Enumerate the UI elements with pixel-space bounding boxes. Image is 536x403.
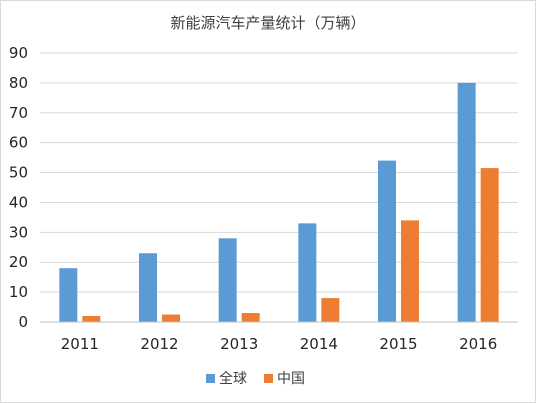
bar-global-2014	[298, 223, 317, 322]
x-tick-label: 2014	[300, 335, 338, 353]
bar-china-2011	[82, 316, 101, 322]
x-tick-label: 2011	[61, 335, 99, 353]
y-tick-label: 90	[9, 44, 28, 62]
chart-title: 新能源汽车产量统计（万辆）	[170, 14, 365, 32]
y-tick-label: 80	[9, 74, 28, 92]
y-tick-label: 60	[9, 134, 28, 152]
bar-china-2012	[162, 314, 180, 322]
bar-china-2013	[241, 313, 260, 322]
y-axis-tick-labels: 0 10 20 30 40 50 60 70 80 90	[9, 44, 28, 331]
bar-china-2016	[480, 168, 499, 322]
bar-global-2012	[139, 253, 157, 322]
x-tick-label: 2015	[379, 335, 417, 353]
bar-global-2015	[378, 160, 396, 322]
y-tick-label: 40	[9, 193, 28, 211]
gridlines	[40, 52, 518, 293]
legend-item: 中国	[264, 371, 305, 387]
legend-swatch	[206, 374, 215, 383]
bar-china-2015	[401, 220, 419, 322]
legend: 全球 中国	[206, 370, 305, 387]
x-tick-label: 2013	[220, 335, 258, 353]
y-tick-label: 70	[9, 104, 28, 122]
bar-global-2013	[218, 238, 237, 322]
y-tick-label: 0	[18, 313, 28, 331]
bar-global-2011	[59, 268, 78, 322]
legend-swatch	[264, 374, 273, 383]
bar-global-2016	[457, 82, 476, 322]
bar-china-2014	[321, 298, 340, 322]
legend-label: 中国	[277, 371, 305, 387]
legend-item: 全球	[206, 370, 247, 387]
y-tick-label: 50	[9, 164, 28, 182]
bars	[59, 82, 499, 322]
x-tick-label: 2012	[140, 335, 178, 353]
legend-label: 全球	[219, 370, 247, 387]
y-tick-label: 10	[9, 283, 28, 301]
x-axis-tick-labels: 2011 2012 2013 2014 2015 2016	[61, 335, 498, 353]
y-tick-label: 20	[9, 253, 28, 271]
y-tick-label: 30	[9, 223, 28, 241]
x-tick-label: 2016	[459, 335, 497, 353]
